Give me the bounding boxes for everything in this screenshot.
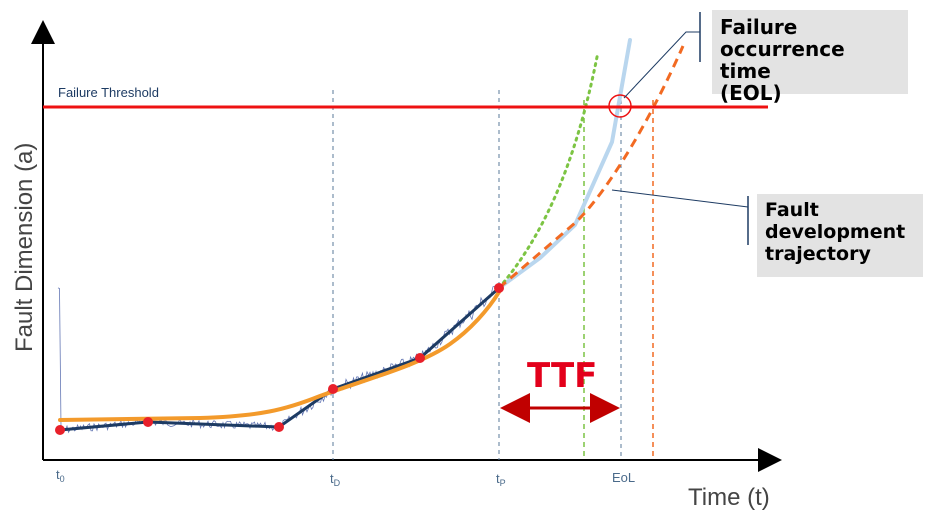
measured-segments-line [59, 286, 500, 432]
eol-callout-line: (EOL) [720, 81, 782, 105]
tick-label-tp: tP [496, 471, 506, 488]
x-axis-title: Time (t) [688, 484, 770, 511]
eol-callout-line: Failure [720, 15, 798, 39]
measurement-point [415, 353, 425, 363]
failure-threshold-label: Failure Threshold [58, 85, 159, 100]
predicted-trajectory-dotted [497, 50, 600, 290]
eol-callout-box: Failure occurrence time (EOL) [712, 10, 908, 104]
tick-label-td: tD [330, 471, 341, 488]
trajectory-callout-line: trajectory [765, 242, 871, 265]
ttf-label: TTF [527, 356, 598, 396]
eol-crossing-marker [608, 94, 632, 118]
trajectory-callout-connector [611, 189, 749, 208]
tick-label-t0: t0 [56, 467, 65, 484]
trajectory-callout-box: Fault development trajectory [757, 194, 923, 277]
fitted-degradation-curve [58, 290, 501, 422]
predicted-trajectory-dashed [498, 45, 685, 290]
tick-label-eol: EoL [612, 470, 635, 485]
trajectory-callout-line: development [765, 220, 906, 243]
eol-callout-line: occurrence time [720, 37, 845, 83]
y-axis-title: Fault Dimension (a) [11, 143, 38, 352]
measurement-point [55, 425, 65, 435]
eol-callout-connector [623, 31, 700, 99]
actual-fault-trajectory-line [497, 38, 632, 290]
trajectory-callout-line: Fault [765, 199, 819, 221]
measurement-point [328, 384, 338, 394]
measurement-point [274, 422, 284, 432]
measurement-point [143, 417, 153, 427]
measurement-point [494, 283, 504, 293]
